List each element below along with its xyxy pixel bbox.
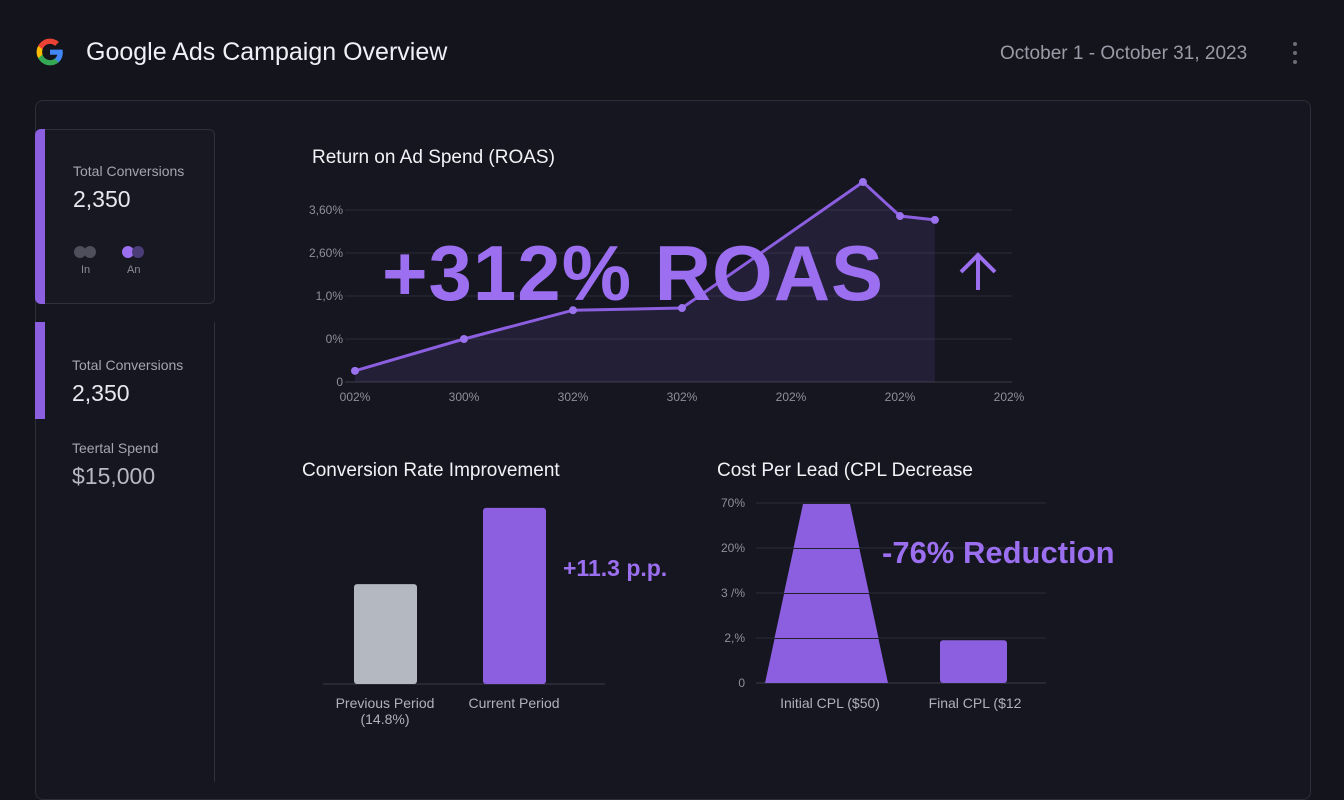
- x-label-final: Final CPL ($12: [928, 695, 1022, 711]
- cpl-chart-title: Cost Per Lead (CPL Decrease: [717, 460, 973, 481]
- conversion-bar-chart: [323, 507, 605, 685]
- bar-current: [483, 507, 546, 684]
- y-tick-label: 20%: [721, 541, 745, 555]
- accent-bar: [35, 129, 45, 304]
- roas-annotation: +312% ROAS: [382, 229, 885, 317]
- x-tick-label: 002%: [340, 390, 371, 404]
- x-tick-label: 202%: [776, 390, 807, 404]
- accent-bar: [35, 322, 45, 419]
- conversion-annotation: +11.3 p.p.: [563, 555, 668, 581]
- x-tick-label: 302%: [558, 390, 589, 404]
- y-tick-label: 0: [738, 676, 745, 690]
- x-label-initial: Initial CPL ($50): [780, 695, 880, 711]
- page-title: Google Ads Campaign Overview: [86, 38, 448, 66]
- initial-cpl-segment: [793, 504, 860, 548]
- initial-cpl-segment: [774, 594, 879, 638]
- date-range[interactable]: October 1 - October 31, 2023: [1000, 43, 1248, 64]
- cpl-annotation: -76% Reduction: [882, 535, 1115, 570]
- cpl-bar-chart: 0 2,% 3 /% 20% 70%: [721, 496, 1046, 690]
- data-point: [930, 215, 939, 224]
- y-tick-label: 3 /%: [721, 586, 745, 600]
- data-point: [896, 212, 904, 221]
- x-tick-label: 302%: [667, 390, 698, 404]
- kpi-value: 2,350: [73, 186, 131, 212]
- spend-label: Teertal Spend: [72, 440, 159, 456]
- x-tick-label: 202%: [994, 390, 1025, 404]
- data-point: [858, 178, 867, 187]
- kpi-value: 2,350: [72, 380, 130, 406]
- data-point: [678, 304, 686, 313]
- kpi-card-conversions: Total Conversions 2,350 In An: [35, 129, 215, 304]
- arrow-up-icon: [959, 252, 997, 290]
- toggle-label-an: An: [127, 264, 141, 276]
- x-tick-label: 300%: [449, 390, 480, 404]
- more-vert-icon[interactable]: [1286, 40, 1304, 66]
- y-tick-label: 70%: [721, 496, 745, 510]
- kpi-label: Total Conversions: [72, 357, 184, 373]
- kpi-card-summary: Total Conversions 2,350 Teertal Spend $1…: [35, 322, 215, 782]
- x-label-previous: Previous Period (14.8%): [335, 695, 435, 727]
- initial-cpl-segment: [765, 639, 888, 683]
- y-tick-label: 3,60%: [309, 203, 343, 217]
- toggle-an[interactable]: [122, 246, 144, 258]
- area-fill: [355, 182, 935, 382]
- toggle-in[interactable]: [74, 246, 96, 258]
- data-point: [460, 335, 468, 343]
- conversion-chart-title: Conversion Rate Improvement: [302, 460, 560, 481]
- bar-previous: [354, 584, 417, 684]
- spend-value: $15,000: [72, 463, 156, 489]
- x-tick-label: 202%: [885, 390, 916, 404]
- y-tick-label: 2,60%: [309, 246, 343, 260]
- google-g-logo: [36, 38, 63, 66]
- toggle-label-in: In: [81, 264, 91, 276]
- data-point: [351, 366, 359, 375]
- y-tick-label: 2,%: [724, 631, 745, 645]
- dashboard-panel: [35, 100, 1311, 800]
- final-cpl-bar: [940, 640, 1007, 683]
- data-point: [569, 306, 577, 315]
- roas-chart-title: Return on Ad Spend (ROAS): [312, 147, 555, 168]
- kpi-label: Total Conversions: [73, 163, 185, 179]
- initial-cpl-segment: [784, 549, 869, 593]
- roas-line-chart: 0 0% 1,0% 2,60% 3,60% 002% 300% 302% 302% 202% 202…: [309, 178, 1025, 404]
- x-label-current: Current Period: [468, 695, 560, 711]
- y-tick-label: 0%: [326, 332, 344, 346]
- y-tick-label: 1,0%: [316, 289, 344, 303]
- y-tick-label: 0: [336, 375, 343, 389]
